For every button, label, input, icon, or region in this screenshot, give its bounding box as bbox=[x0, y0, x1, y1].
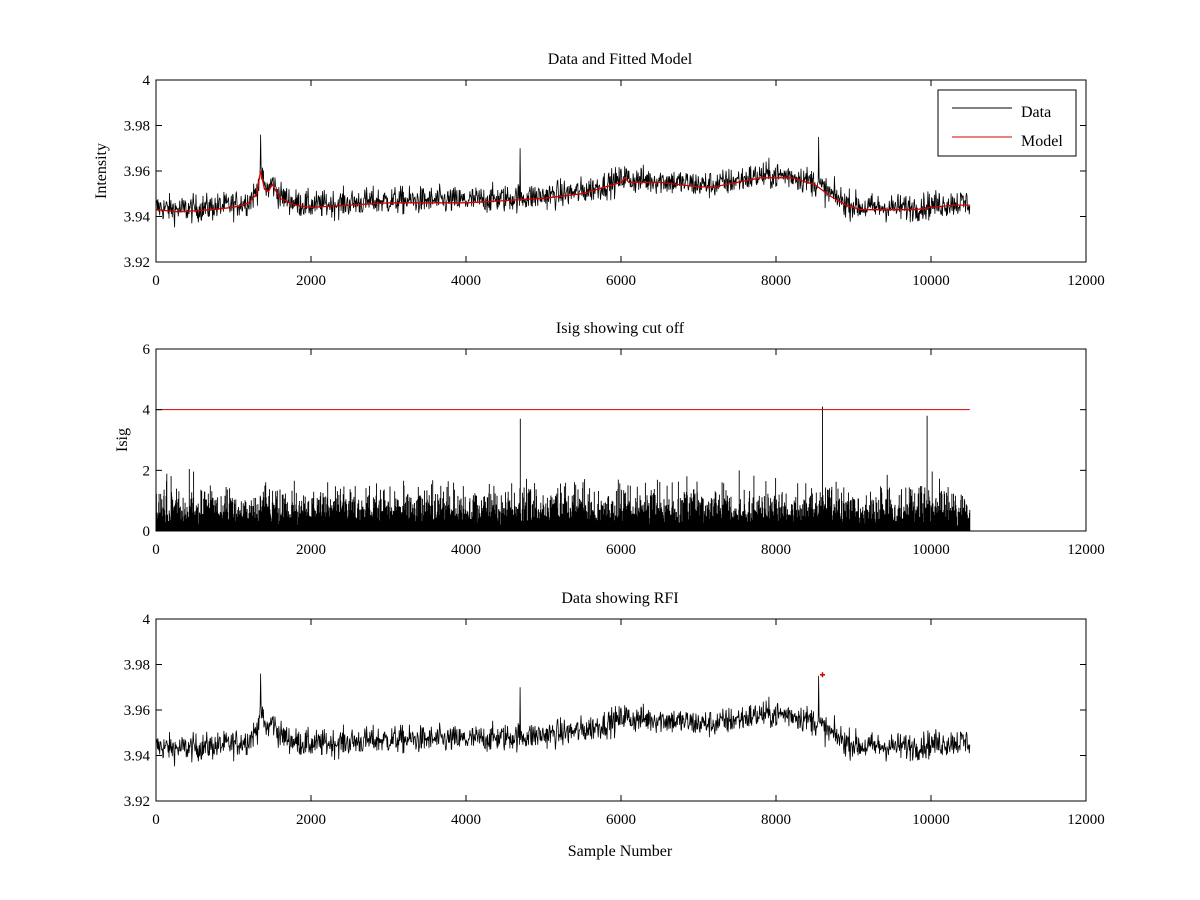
panel-3-ytick-label: 3.92 bbox=[124, 794, 150, 810]
panel-1-ylabel: Intensity bbox=[93, 143, 110, 199]
panel-3-xtick-label: 12000 bbox=[1067, 812, 1105, 828]
panel-3-xtick-label: 4000 bbox=[451, 812, 481, 828]
panel-2-ylabel: Isig bbox=[114, 428, 131, 452]
panel-2-ytick-label: 0 bbox=[143, 524, 151, 540]
panel-3-xtick-label: 0 bbox=[152, 812, 160, 828]
panel-1-xtick-label: 4000 bbox=[451, 273, 481, 289]
panel-1-ytick-label: 3.96 bbox=[124, 164, 151, 180]
panel-2-ticks: 0 2000 4000 6000 8000 10000 12000 0 2 4 6 bbox=[143, 342, 1105, 558]
legend-box bbox=[937, 89, 1077, 157]
panel-2-xtick-label: 2000 bbox=[296, 542, 326, 558]
panel-3-ytick-label: 4 bbox=[143, 612, 151, 628]
panel-1-xtick-label: 6000 bbox=[606, 273, 636, 289]
panel-3-ytick-label: 3.94 bbox=[124, 749, 151, 765]
legend-data-label: Data bbox=[1021, 104, 1051, 121]
panel-1-data-line bbox=[155, 134, 971, 228]
panel-3-xtick-label: 8000 bbox=[761, 812, 791, 828]
panel-2-xtick-label: 4000 bbox=[451, 542, 481, 558]
panel-1-xtick-label: 2000 bbox=[296, 273, 326, 289]
panel-3-xlabel: Sample Number bbox=[568, 843, 673, 860]
panel-2-xtick-label: 8000 bbox=[761, 542, 791, 558]
panel-1-xtick-label: 8000 bbox=[761, 273, 791, 289]
legend-model-label: Model bbox=[1021, 133, 1063, 150]
panel-1-ytick-label: 3.94 bbox=[124, 210, 151, 226]
panel-1-ytick-label: 3.92 bbox=[124, 255, 150, 271]
panel-2-ytick-label: 6 bbox=[143, 342, 151, 358]
panel-1-ytick-label: 4 bbox=[143, 73, 151, 89]
legend: Data Model bbox=[937, 89, 1077, 157]
panel-2-xtick-label: 6000 bbox=[606, 542, 636, 558]
panel-3: Data showing RFI 0 2000 4000 6000 8000 10000 1… bbox=[124, 590, 1105, 860]
panel-3-xtick-label: 10000 bbox=[912, 812, 950, 828]
panel-2-ytick-label: 2 bbox=[143, 463, 151, 479]
panel-1-series bbox=[155, 134, 971, 228]
panel-2-xtick-label: 10000 bbox=[912, 542, 950, 558]
panel-3-xtick-label: 6000 bbox=[606, 812, 636, 828]
panel-3-ytick-label: 3.96 bbox=[124, 703, 151, 719]
panel-1-model-line bbox=[155, 170, 970, 213]
panel-1-ticks: 0 2000 4000 6000 8000 10000 12000 3.92 3.94 3.96 3… bbox=[124, 73, 1105, 289]
panel-2-title: Isig showing cut off bbox=[556, 320, 685, 337]
panel-3-ytick-label: 3.98 bbox=[124, 658, 150, 674]
panel-3-title: Data showing RFI bbox=[561, 590, 678, 607]
panel-1-xtick-label: 12000 bbox=[1067, 273, 1105, 289]
panel-3-ticks: 0 2000 4000 6000 8000 10000 12000 3.92 3.94 3.96 3… bbox=[124, 612, 1105, 828]
panel-2-xtick-label: 12000 bbox=[1067, 542, 1105, 558]
panel-2: Isig showing cut off Isig 0 2000 4000 6000 8… bbox=[114, 320, 1105, 558]
panel-1-xtick-label: 10000 bbox=[912, 273, 950, 289]
panel-1-title: Data and Fitted Model bbox=[548, 51, 693, 68]
panel-3-data-line bbox=[155, 673, 971, 767]
panel-2-xtick-label: 0 bbox=[152, 542, 160, 558]
panel-3-rfi-marker bbox=[820, 672, 825, 678]
panel-1: Data and Fitted Model Intensity 0 2000 400… bbox=[93, 51, 1105, 289]
panel-2-ytick-label: 4 bbox=[143, 403, 151, 419]
panel-1-xtick-label: 0 bbox=[152, 273, 160, 289]
panel-3-xtick-label: 2000 bbox=[296, 812, 326, 828]
panel-3-series bbox=[155, 672, 971, 767]
panel-1-ytick-label: 3.98 bbox=[124, 119, 150, 135]
